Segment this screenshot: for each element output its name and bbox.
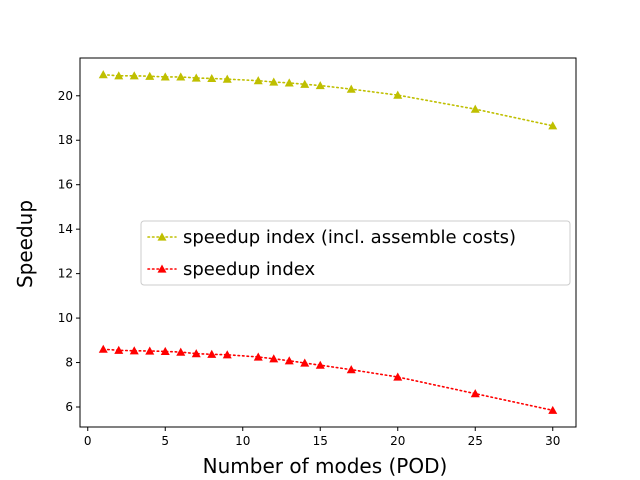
series-line [102, 348, 554, 412]
y-tick-label: 20 [58, 89, 73, 103]
data-point-marker [315, 360, 325, 369]
legend-label: speedup index (incl. assemble costs) [183, 227, 516, 248]
data-point-marker [346, 365, 356, 374]
legend-marker [157, 264, 167, 273]
series-1 [98, 70, 558, 130]
y-tick-label: 8 [65, 356, 73, 370]
data-point-marker [269, 354, 279, 363]
x-tick-label: 20 [390, 434, 405, 448]
data-point-marker [548, 405, 558, 414]
data-point-marker [129, 71, 139, 80]
data-point-marker [470, 104, 480, 113]
legend-marker [157, 232, 167, 241]
y-tick-label: 12 [58, 267, 73, 281]
data-point-marker [393, 90, 403, 99]
legend-box [140, 220, 571, 286]
data-point-marker [300, 79, 310, 88]
data-point-marker [176, 72, 186, 81]
x-tick-label: 30 [545, 434, 560, 448]
y-axis-label: Speedup [13, 200, 37, 288]
data-point-marker [346, 84, 356, 93]
data-point-marker [114, 345, 124, 354]
x-tick-label: 25 [468, 434, 483, 448]
data-point-marker [207, 73, 217, 83]
data-point-marker [393, 372, 403, 381]
data-point-marker [315, 81, 325, 90]
data-point-marker [300, 358, 310, 367]
data-point-marker [253, 352, 263, 361]
data-point-marker [284, 356, 294, 365]
x-axis-label: Number of modes (POD) [203, 454, 448, 478]
x-tick-label: 10 [235, 434, 250, 448]
data-point-marker [191, 73, 201, 82]
data-point-marker [129, 346, 139, 355]
series-2 [98, 344, 558, 414]
x-tick-label: 15 [313, 434, 328, 448]
data-point-marker [284, 78, 294, 87]
data-point-marker [98, 344, 108, 353]
data-point-marker [145, 71, 155, 80]
y-tick-label: 16 [58, 178, 73, 192]
data-point-marker [98, 70, 108, 79]
y-tick-label: 10 [58, 311, 73, 325]
data-point-marker [176, 347, 186, 356]
x-tick-label: 0 [84, 434, 92, 448]
data-point-marker [207, 349, 217, 358]
data-point-marker [269, 77, 279, 86]
data-point-marker [191, 349, 201, 358]
data-point-marker [548, 121, 558, 130]
y-tick-label: 14 [58, 222, 73, 236]
x-axis-ticks: 0 5 10 15 20 25 30 [84, 427, 560, 448]
y-tick-label: 6 [65, 400, 73, 414]
data-point-marker [253, 76, 263, 85]
data-point-marker [470, 389, 480, 398]
data-point-marker [160, 346, 170, 356]
legend: speedup index (incl. assemble costs) spee… [140, 220, 571, 286]
series-line [102, 73, 554, 127]
data-point-marker [145, 346, 155, 355]
y-axis-ticks: 6 8 10 12 14 16 18 20 [58, 89, 80, 414]
data-point-marker [222, 350, 232, 359]
series-layer [98, 70, 558, 414]
data-point-marker [160, 72, 170, 81]
data-point-marker [114, 71, 124, 80]
data-point-marker [222, 74, 232, 83]
y-tick-label: 18 [58, 133, 73, 147]
legend-label: speedup index [183, 259, 316, 280]
x-tick-label: 5 [161, 434, 169, 448]
